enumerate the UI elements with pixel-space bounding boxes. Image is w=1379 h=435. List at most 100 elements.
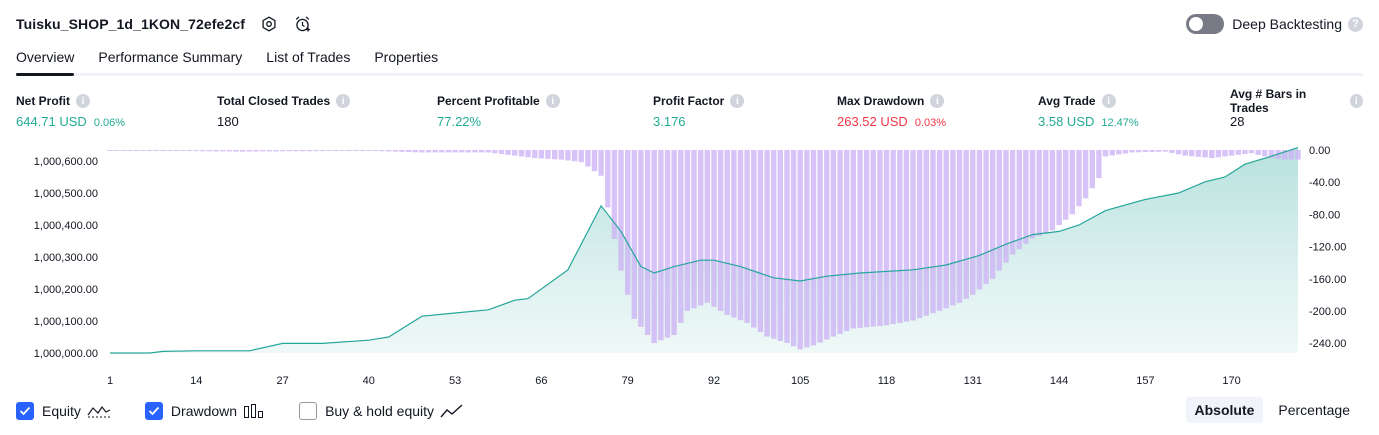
deep-backtesting-label: Deep Backtesting bbox=[1232, 16, 1342, 32]
drawdown-bar bbox=[246, 150, 253, 152]
drawdown-bar bbox=[631, 150, 637, 319]
mode-percentage-button[interactable]: Percentage bbox=[1278, 402, 1350, 418]
drawdown-bar bbox=[386, 150, 392, 152]
checkbox-checked-icon[interactable] bbox=[16, 402, 34, 420]
drawdown-bar bbox=[167, 150, 173, 151]
drawdown-bar bbox=[525, 150, 531, 158]
drawdown-bar bbox=[359, 150, 365, 151]
info-icon[interactable]: i bbox=[1101, 94, 1116, 108]
info-icon[interactable]: i bbox=[1349, 94, 1363, 108]
x-axis-tick-label: 40 bbox=[363, 375, 375, 387]
drawdown-bar bbox=[797, 150, 803, 350]
x-axis-tick-label: 105 bbox=[791, 375, 809, 387]
checkbox-checked-icon[interactable] bbox=[144, 402, 163, 420]
info-icon[interactable]: i bbox=[76, 94, 90, 108]
drawdown-bar bbox=[1116, 150, 1122, 155]
drawdown-bar bbox=[764, 150, 770, 337]
drawdown-bar bbox=[771, 150, 777, 339]
x-axis-tick-label: 170 bbox=[1222, 375, 1240, 387]
equity-drawdown-chart[interactable]: 1,000,000.00 1,000,100.00 1,000,200.00 1,00… bbox=[0, 140, 1379, 390]
drawdown-bar bbox=[240, 150, 246, 152]
x-axis-tick-label: 118 bbox=[878, 375, 896, 387]
drawdown-bar bbox=[1295, 150, 1301, 160]
drawdown-bar bbox=[1175, 150, 1182, 155]
mode-absolute-button[interactable]: Absolute bbox=[1185, 397, 1264, 423]
drawdown-bar bbox=[578, 150, 584, 163]
tab-overview[interactable]: Overview bbox=[16, 44, 75, 76]
drawdown-bar bbox=[970, 150, 976, 295]
legend-drawdown[interactable]: Drawdown bbox=[144, 402, 265, 420]
drawdown-bar bbox=[784, 150, 790, 343]
drawdown-bar bbox=[432, 150, 438, 153]
drawdown-bar bbox=[824, 150, 830, 340]
drawdown-bar bbox=[1155, 150, 1162, 152]
drawdown-bar bbox=[485, 150, 491, 153]
info-icon[interactable]: i bbox=[730, 94, 745, 108]
drawdown-bar bbox=[339, 150, 345, 151]
drawdown-bar bbox=[611, 150, 618, 239]
drawdown-bar bbox=[671, 150, 677, 335]
metric-total-closed-trades: Total Closed Trades i 180 bbox=[217, 93, 351, 130]
help-icon[interactable]: ? bbox=[1348, 16, 1363, 32]
right-axis-tick-label: -120.00 bbox=[1309, 242, 1346, 254]
metric-percent: 0.06% bbox=[93, 117, 126, 129]
drawdown-bar bbox=[930, 150, 936, 314]
drawdown-bar bbox=[698, 150, 704, 306]
legend-label: Drawdown bbox=[170, 403, 238, 419]
drawdown-bar bbox=[678, 150, 684, 323]
drawdown-bar bbox=[943, 150, 949, 309]
info-icon[interactable]: i bbox=[545, 94, 560, 108]
metric-label: Profit Factor bbox=[653, 94, 725, 108]
drawdown-bar bbox=[286, 150, 292, 152]
drawdown-bar bbox=[1202, 150, 1208, 158]
info-icon[interactable]: i bbox=[336, 94, 351, 108]
add-alert-icon[interactable] bbox=[293, 14, 313, 34]
drawdown-bar bbox=[1089, 150, 1095, 189]
drawdown-bar bbox=[180, 150, 186, 151]
tab-properties[interactable]: Properties bbox=[374, 49, 439, 65]
drawdown-bar bbox=[1255, 150, 1261, 155]
drawdown-bar bbox=[439, 150, 445, 153]
checkbox-unchecked-icon[interactable] bbox=[299, 402, 318, 420]
drawdown-bar bbox=[532, 150, 538, 158]
settings-icon[interactable] bbox=[259, 14, 279, 34]
deep-backtesting-toggle[interactable] bbox=[1186, 14, 1225, 34]
drawdown-bar bbox=[810, 150, 817, 346]
drawdown-bar bbox=[684, 150, 691, 311]
drawdown-bar bbox=[346, 150, 352, 151]
deep-backtesting: Deep Backtesting ? bbox=[1186, 12, 1363, 36]
drawdown-bar bbox=[299, 150, 306, 152]
tab-list-of-trades[interactable]: List of Trades bbox=[266, 49, 351, 65]
drawdown-bar bbox=[790, 150, 797, 347]
legend-buy-hold-equity[interactable]: Buy & hold equity bbox=[299, 402, 464, 420]
right-axis-tick-label: -40.00 bbox=[1309, 177, 1340, 189]
drawdown-bar bbox=[193, 150, 199, 152]
drawdown-bar bbox=[445, 150, 452, 153]
equity-line bbox=[110, 147, 1299, 354]
info-icon[interactable]: i bbox=[930, 94, 945, 108]
metric-value: 3.176 bbox=[653, 114, 686, 129]
drawdown-bar bbox=[923, 150, 929, 316]
drawdown-bar bbox=[120, 150, 126, 151]
drawdown-bar bbox=[691, 150, 697, 309]
drawdown-bar bbox=[1063, 150, 1069, 220]
drawdown-bar bbox=[863, 150, 870, 328]
chart-legend: Equity Drawdown Buy & hold equity bbox=[16, 401, 498, 421]
legend-equity[interactable]: Equity bbox=[16, 402, 111, 420]
x-axis-tick-label: 1 bbox=[107, 375, 113, 387]
drawdown-bar bbox=[512, 150, 518, 156]
drawdown-bar bbox=[591, 150, 598, 172]
drawdown-bar bbox=[226, 150, 233, 152]
legend-label: Buy & hold equity bbox=[325, 403, 435, 419]
drawdown-bar bbox=[883, 150, 890, 326]
drawdown-bar bbox=[186, 150, 193, 151]
drawdown-bar bbox=[936, 150, 943, 311]
metric-profit-factor: Profit Factor i 3.176 bbox=[653, 93, 745, 130]
metric-label: Avg # Bars in Trades bbox=[1230, 87, 1307, 115]
drawdown-bar bbox=[1242, 150, 1248, 154]
drawdown-bar bbox=[545, 150, 551, 159]
x-axis-tick-label: 157 bbox=[1136, 375, 1154, 387]
tab-performance-summary[interactable]: Performance Summary bbox=[98, 49, 243, 65]
drawdown-bar bbox=[1282, 150, 1288, 160]
drawdown-bar bbox=[266, 150, 272, 152]
